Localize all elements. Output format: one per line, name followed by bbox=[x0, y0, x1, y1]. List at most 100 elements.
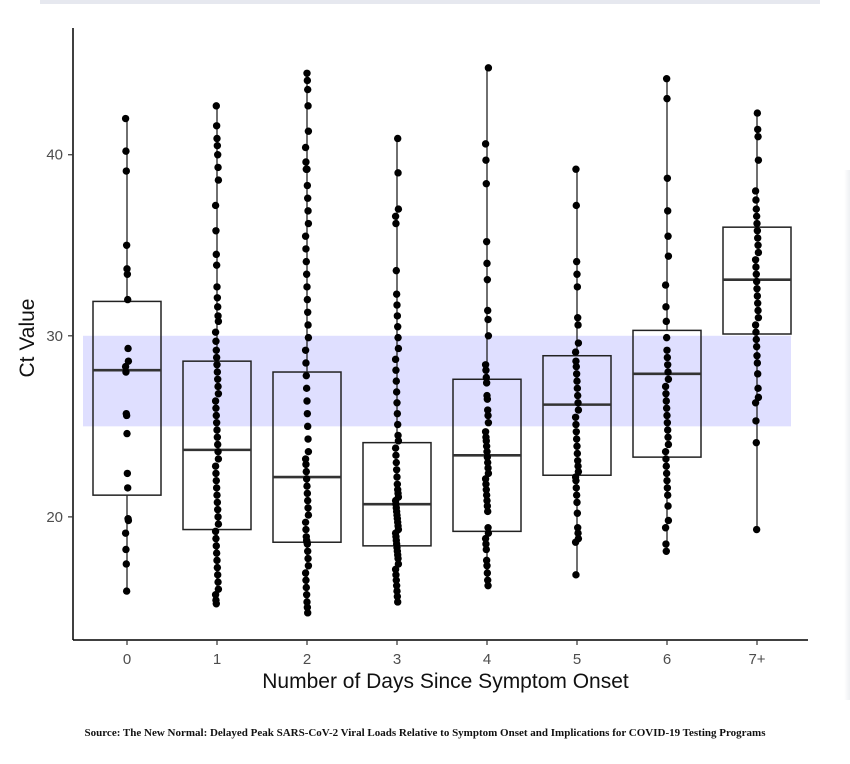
page-edge-shadow bbox=[844, 170, 850, 700]
data-point bbox=[122, 241, 131, 249]
data-point bbox=[662, 547, 670, 555]
data-point bbox=[664, 252, 673, 260]
data-point bbox=[212, 476, 220, 485]
data-point bbox=[214, 163, 222, 172]
data-point bbox=[304, 207, 312, 215]
data-point bbox=[574, 457, 582, 465]
data-point bbox=[394, 205, 403, 213]
data-point bbox=[664, 232, 672, 240]
data-point bbox=[754, 384, 762, 393]
data-point bbox=[661, 382, 670, 391]
data-point bbox=[123, 270, 132, 278]
data-point bbox=[752, 263, 760, 271]
data-point bbox=[393, 399, 401, 407]
data-point bbox=[213, 426, 221, 434]
data-point bbox=[664, 433, 672, 441]
data-point bbox=[214, 390, 223, 398]
data-point bbox=[303, 76, 312, 85]
data-point bbox=[572, 362, 580, 371]
data-point bbox=[121, 362, 130, 371]
data-point bbox=[664, 368, 672, 376]
data-point bbox=[303, 295, 312, 304]
reference-band bbox=[83, 335, 791, 427]
data-point bbox=[663, 94, 671, 103]
data-point bbox=[124, 344, 132, 353]
data-point bbox=[214, 513, 222, 521]
data-point bbox=[301, 143, 310, 152]
data-point bbox=[212, 346, 220, 354]
data-point bbox=[394, 560, 403, 568]
data-point bbox=[214, 571, 222, 579]
data-point bbox=[484, 507, 492, 516]
x-tick-label: 7+ bbox=[748, 651, 765, 668]
data-point bbox=[752, 205, 760, 213]
data-point bbox=[664, 516, 673, 525]
x-tick-label: 5 bbox=[573, 651, 581, 668]
data-point bbox=[484, 411, 492, 420]
data-point bbox=[482, 373, 490, 382]
data-point bbox=[302, 475, 311, 483]
data-point bbox=[573, 384, 582, 393]
data-point bbox=[574, 406, 583, 414]
data-point bbox=[392, 290, 401, 298]
data-point bbox=[123, 469, 132, 478]
data-point bbox=[662, 469, 671, 478]
data-point bbox=[664, 207, 672, 215]
data-point bbox=[212, 227, 220, 235]
data-point bbox=[213, 498, 222, 507]
data-point bbox=[394, 437, 403, 445]
data-point bbox=[663, 476, 671, 485]
data-point bbox=[303, 409, 312, 418]
data-point bbox=[212, 404, 220, 412]
data-point bbox=[481, 428, 490, 436]
data-point bbox=[304, 102, 312, 110]
data-point bbox=[484, 419, 493, 427]
data-point bbox=[663, 411, 671, 420]
data-point bbox=[302, 384, 311, 393]
data-point bbox=[391, 355, 400, 364]
data-point bbox=[213, 556, 221, 565]
data-point bbox=[212, 469, 220, 478]
x-tick-label: 2 bbox=[303, 651, 311, 668]
data-point bbox=[303, 489, 312, 498]
data-point bbox=[754, 393, 763, 402]
data-point bbox=[484, 406, 492, 414]
data-point bbox=[214, 303, 222, 311]
data-point bbox=[484, 315, 492, 324]
data-point bbox=[394, 420, 402, 429]
data-point bbox=[303, 540, 312, 548]
data-point bbox=[213, 134, 221, 143]
data-point bbox=[483, 569, 492, 577]
data-point bbox=[572, 201, 580, 210]
data-point bbox=[394, 169, 402, 177]
data-point bbox=[301, 455, 310, 463]
data-point bbox=[482, 491, 491, 499]
data-point bbox=[394, 323, 402, 331]
data-point bbox=[663, 346, 671, 354]
data-point bbox=[664, 361, 672, 369]
data-point bbox=[214, 505, 222, 514]
data-point bbox=[213, 368, 222, 376]
data-point bbox=[211, 591, 220, 599]
data-point bbox=[394, 134, 402, 143]
x-axis-title: Number of Days Since Symptom Onset bbox=[262, 670, 629, 693]
data-point bbox=[481, 140, 490, 148]
data-point bbox=[482, 442, 491, 450]
data-point bbox=[481, 361, 490, 369]
data-point bbox=[304, 447, 313, 456]
data-point bbox=[303, 397, 311, 405]
data-point bbox=[482, 545, 490, 554]
data-point bbox=[482, 540, 490, 548]
data-point bbox=[121, 114, 130, 123]
data-point bbox=[302, 257, 310, 266]
data-point bbox=[574, 321, 582, 329]
data-point bbox=[754, 314, 763, 322]
data-point bbox=[664, 375, 673, 383]
data-point bbox=[304, 333, 313, 342]
data-point bbox=[752, 277, 761, 286]
data-point bbox=[304, 435, 312, 443]
data-point bbox=[392, 576, 400, 584]
data-point bbox=[392, 451, 400, 460]
data-point bbox=[572, 571, 580, 579]
data-point bbox=[483, 496, 491, 505]
